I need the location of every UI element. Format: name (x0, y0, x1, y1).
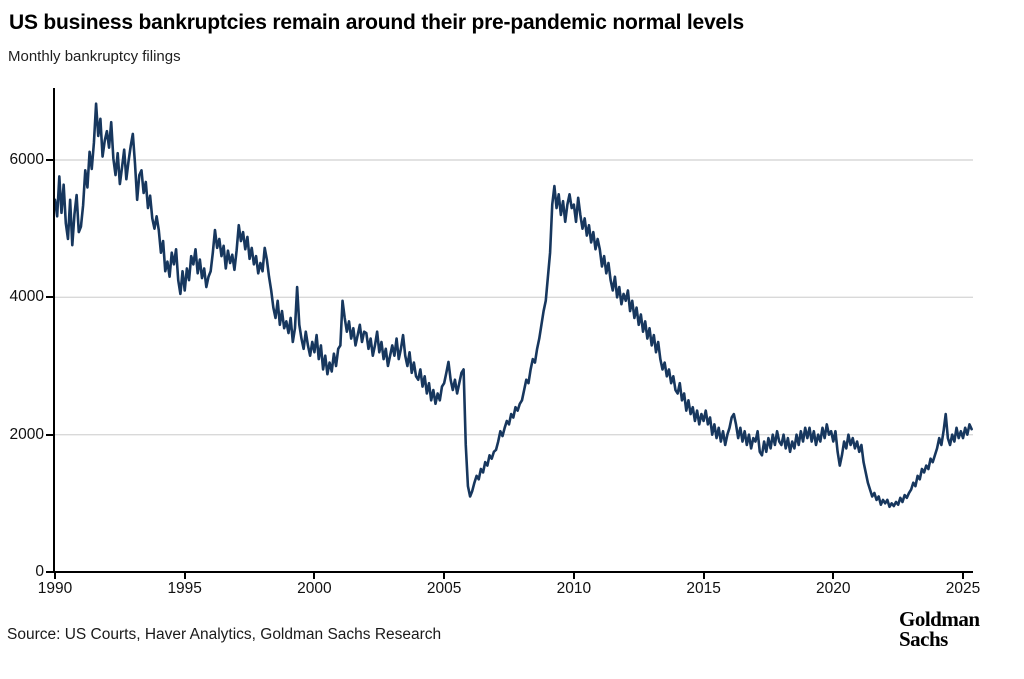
x-tick-1990 (54, 572, 56, 579)
y-tick-0 (46, 571, 53, 573)
logo-line-2: Sachs (899, 627, 948, 651)
x-tick-2020 (832, 572, 835, 579)
y-tick-4000 (46, 296, 53, 299)
x-tick-label-2000: 2000 (297, 580, 332, 597)
y-tick-label-2000: 2000 (9, 425, 44, 443)
x-tick-2005 (443, 572, 446, 579)
x-tick-label-2015: 2015 (686, 580, 721, 597)
x-tick-2015 (702, 572, 705, 579)
x-tick-2000 (313, 572, 316, 579)
bankruptcies-line (53, 102, 973, 509)
x-tick-label-1995: 1995 (167, 580, 202, 597)
y-axis-line (53, 88, 55, 573)
x-tick-2010 (572, 572, 575, 579)
logo-line-1: Goldman (899, 607, 980, 631)
x-tick-1995 (183, 572, 186, 579)
bankruptcies-line-svg (53, 102, 973, 509)
x-tick-label-2025: 2025 (945, 580, 981, 597)
x-axis-line (50, 571, 973, 573)
y-tick-label-0: 0 (35, 563, 44, 580)
y-tick-6000 (46, 159, 53, 161)
y-tick-label-4000: 4000 (9, 288, 44, 306)
x-tick-2025 (962, 572, 964, 579)
y-tick-2000 (46, 433, 53, 436)
chart-subtitle: Monthly bankruptcy filings (8, 48, 181, 65)
x-tick-label-2010: 2010 (556, 580, 592, 597)
y-tick-label-6000: 6000 (9, 151, 44, 168)
x-tick-label-1990: 1990 (37, 580, 73, 597)
source-note: Source: US Courts, Haver Analytics, Gold… (7, 626, 442, 643)
x-tick-label-2020: 2020 (816, 580, 851, 597)
chart-title: US business bankruptcies remain around t… (9, 11, 745, 34)
goldman-sachs-logo: Goldman Sachs (899, 607, 980, 651)
x-tick-label-2005: 2005 (426, 580, 462, 597)
